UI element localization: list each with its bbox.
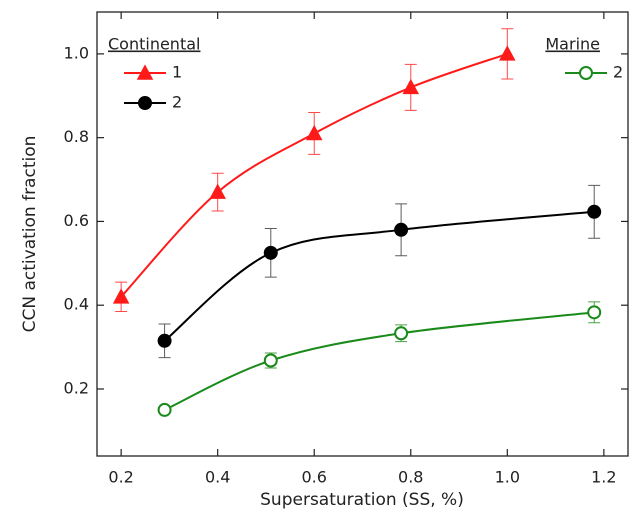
y-tick-label: 0.6	[64, 211, 89, 230]
data-point	[499, 45, 516, 61]
data-point	[394, 326, 409, 341]
x-tick-label: 0.8	[398, 468, 423, 487]
data-point	[263, 353, 278, 368]
legend-group-title: Marine	[545, 35, 600, 54]
data-point	[157, 402, 172, 417]
x-tick-label: 0.4	[205, 468, 230, 487]
y-tick-label: 0.2	[64, 378, 89, 397]
plot-frame	[96, 11, 629, 457]
legend-marker	[138, 96, 152, 110]
data-point	[402, 78, 420, 95]
data-point	[394, 222, 409, 237]
x-tick-label: 1.0	[495, 468, 520, 487]
y-tick-label: 0.4	[64, 295, 89, 314]
data-point	[587, 305, 602, 320]
legend-label: 2	[172, 93, 182, 112]
legend-marker	[136, 64, 154, 80]
y-tick-label: 1.0	[64, 43, 89, 62]
data-point	[587, 204, 602, 219]
data-point	[263, 245, 278, 260]
legend-label: 2	[613, 63, 623, 82]
data-point	[157, 333, 172, 348]
x-tick-label: 1.2	[591, 468, 616, 487]
x-tick-label: 0.2	[108, 468, 133, 487]
fit-curve	[164, 311, 595, 411]
legend-marker	[579, 66, 593, 80]
fit-curve	[120, 52, 508, 298]
data-point	[209, 183, 226, 199]
fit-curve	[163, 210, 595, 342]
legend-group-title: Continental	[108, 35, 200, 54]
data-point	[112, 288, 130, 304]
x-tick-label: 0.6	[302, 468, 327, 487]
data-point	[305, 124, 323, 141]
legend-label: 1	[172, 63, 182, 82]
y-axis-title: CCN activation fraction	[20, 136, 40, 333]
y-tick-label: 0.8	[64, 127, 89, 146]
x-axis-title: Supersaturation (SS, %)	[260, 490, 464, 510]
